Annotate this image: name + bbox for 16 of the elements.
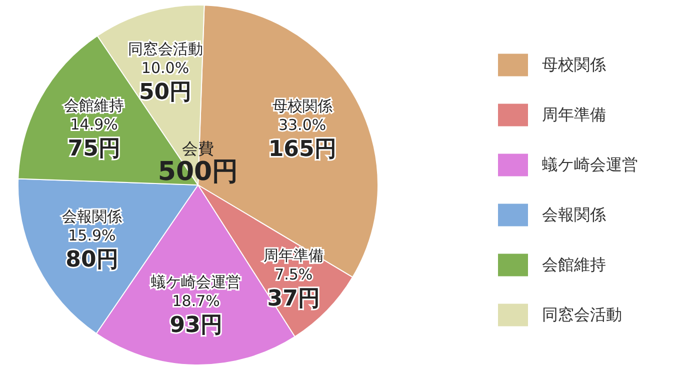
legend-label: 母校関係 [542,54,606,74]
legend-label: 会報関係 [542,204,606,224]
data-label: 18.7% 93円 [170,292,222,338]
legend-label: 蟻ケ崎会運営 [542,154,638,174]
slice-label: 会館維持 [64,96,124,114]
legend-label: 会館維持 [542,254,606,274]
legend-label: 周年準備 [542,104,606,124]
data-label: 14.9% 75円 [68,115,120,162]
slice-label: 会報関係 [62,208,122,226]
slice-label: 同窓会活動 [128,40,203,58]
data-label: 15.9% 80円 [66,226,118,273]
slice-label: 母校関係 [272,97,332,116]
data-label: 33.0% 165円 [268,116,336,162]
slice-label: 蟻ケ崎会運営 [151,272,242,291]
legend-label: 同窓会活動 [542,304,622,324]
data-label: 10.0% 50円 [138,58,192,105]
